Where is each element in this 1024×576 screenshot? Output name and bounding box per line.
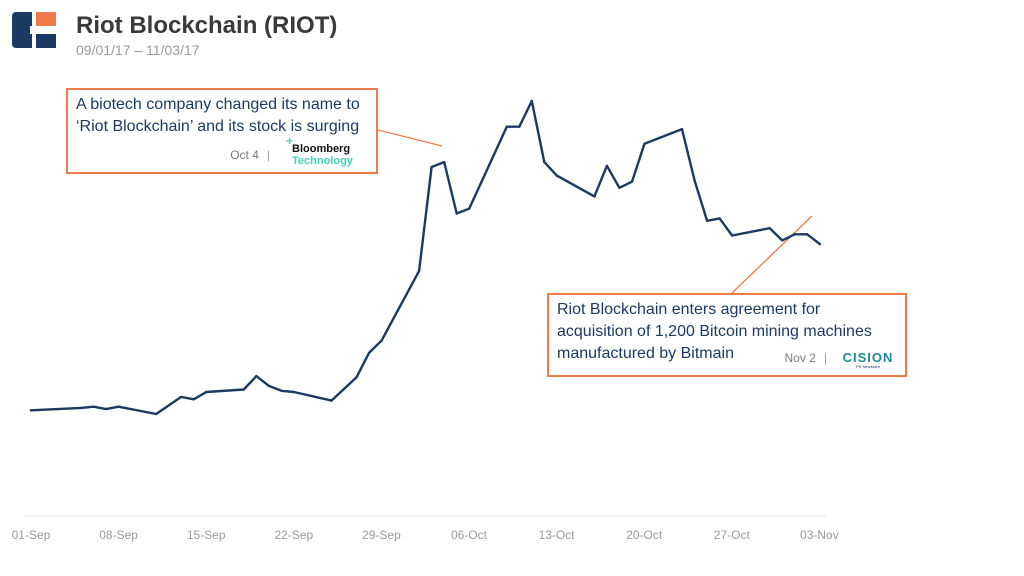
x-tick-label: 20-Oct xyxy=(626,528,663,542)
annotation-date: Nov 2 xyxy=(784,351,816,365)
data-point xyxy=(781,239,784,242)
data-point xyxy=(806,233,809,236)
annotation-meta: Nov 2 | xyxy=(785,347,835,369)
data-point xyxy=(180,395,183,399)
data-point xyxy=(367,351,371,355)
data-point xyxy=(630,180,634,183)
data-point xyxy=(205,390,208,394)
data-point xyxy=(468,207,471,210)
annotation-connectors xyxy=(377,129,813,294)
data-point xyxy=(543,160,546,164)
data-point xyxy=(267,384,271,388)
x-tick-label: 29-Sep xyxy=(362,528,401,542)
annotation-box-nov2: Riot Blockchain enters agreement for acq… xyxy=(547,293,907,377)
annotation-text: Riot Blockchain enters agreement for acq… xyxy=(557,301,872,362)
x-axis: 01-Sep 08-Sep 15-Sep 22-Sep 29-Sep 06-Oct 13-O… xyxy=(12,515,839,542)
data-point xyxy=(593,195,596,198)
data-point xyxy=(242,388,245,391)
page-title: Riot Blockchain (RIOT) xyxy=(76,12,338,39)
x-tick-label: 22-Sep xyxy=(274,528,313,542)
x-tick-label: 03-Nov xyxy=(800,528,839,542)
data-point xyxy=(693,179,696,182)
source-name-line2: Technology xyxy=(292,155,353,167)
data-point xyxy=(430,165,433,169)
data-point xyxy=(255,374,258,378)
data-point xyxy=(280,389,283,392)
annotation-text: A biotech company changed its name to ‘R… xyxy=(76,96,360,135)
data-point xyxy=(618,186,621,189)
data-point xyxy=(192,398,195,401)
data-point xyxy=(117,405,120,408)
data-point xyxy=(417,269,421,273)
data-point xyxy=(730,234,734,237)
data-point xyxy=(530,99,533,103)
data-point xyxy=(380,339,383,342)
bloomberg-technology-logo: + Bloomberg Technology xyxy=(286,135,364,167)
annotation-meta: Oct 4 | xyxy=(230,144,278,166)
data-point xyxy=(330,399,333,402)
data-point xyxy=(793,233,796,236)
annotation-separator: | xyxy=(266,148,270,162)
annotation-box-oct4: A biotech company changed its name to ‘R… xyxy=(66,88,378,174)
source-name-line1: Bloomberg xyxy=(292,143,351,155)
data-point xyxy=(92,405,95,408)
data-point xyxy=(818,242,821,246)
data-point xyxy=(505,125,508,128)
x-tick-label: 13-Oct xyxy=(539,528,576,542)
data-point xyxy=(643,142,646,145)
data-point xyxy=(455,212,458,215)
annotation-date: Oct 4 xyxy=(230,148,259,162)
x-tick-label: 15-Sep xyxy=(187,528,226,542)
annotation-connector-nov2 xyxy=(731,215,813,294)
data-point xyxy=(718,217,721,220)
x-tick-label: 08-Sep xyxy=(99,528,138,542)
company-logo xyxy=(12,12,56,48)
data-point xyxy=(79,406,83,410)
source-name-line2: PR Newswire xyxy=(855,364,880,369)
annotation-connector-oct4 xyxy=(377,129,443,147)
data-point xyxy=(104,407,108,411)
x-tick-label: 01-Sep xyxy=(12,528,51,542)
data-point xyxy=(155,412,158,416)
date-range-subtitle: 09/01/17 – 11/03/17 xyxy=(76,42,200,58)
x-tick-label: 27-Oct xyxy=(714,528,751,542)
annotation-separator: | xyxy=(823,351,827,365)
data-point xyxy=(29,409,33,412)
x-tick-label: 06-Oct xyxy=(451,528,488,542)
data-point xyxy=(605,164,609,167)
plus-icon: + xyxy=(286,134,294,148)
data-point xyxy=(355,376,358,379)
data-point xyxy=(705,219,709,222)
data-point xyxy=(768,227,771,230)
data-point xyxy=(292,390,296,394)
data-point xyxy=(680,127,684,131)
source-name-line1: CISION xyxy=(842,350,894,365)
data-point xyxy=(555,174,558,177)
data-point xyxy=(443,160,446,164)
data-point xyxy=(518,125,521,128)
cision-logo: CISION PR Newswire xyxy=(841,351,895,369)
